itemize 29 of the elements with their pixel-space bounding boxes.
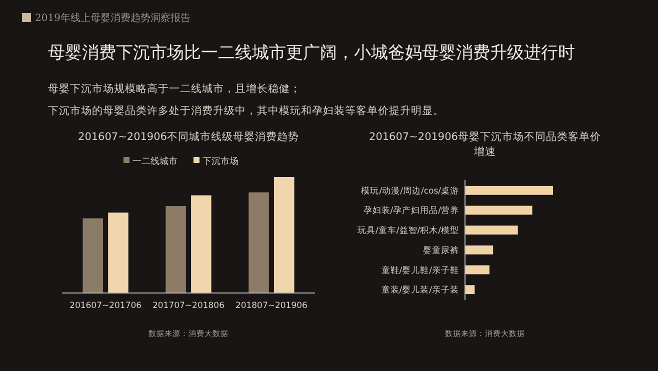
bar — [166, 206, 186, 293]
bar — [465, 245, 494, 254]
bar — [465, 206, 532, 215]
chart-title: 201607~201906母婴下沉市场不同品类客单价增速 — [369, 130, 601, 158]
bar — [248, 192, 269, 293]
bar — [465, 186, 553, 195]
chart-title: 201607~201906不同城市线级母婴消费趋势 — [78, 130, 299, 143]
text: 母婴消费下沉市场比一二线城市更广阔，小城爸妈母婴消费升级进行时 — [48, 43, 575, 63]
x-tick-label: 201607~201706 — [70, 301, 142, 311]
y-tick-label: 婴童尿裤 — [423, 244, 459, 256]
bar — [191, 195, 212, 293]
bar — [82, 218, 104, 293]
bar — [465, 265, 490, 274]
text: 下沉市场的母婴品类许多处于消费升级中，其中模玩和孕妇装等客单价提升明显。 — [48, 104, 444, 117]
legend-label: 下沉市场 — [202, 156, 238, 167]
text: 母婴下沉市场规模略高于一二线城市，且增长稳健； — [48, 82, 301, 95]
bar — [465, 226, 518, 235]
legend-label: 一二线城市 — [132, 156, 178, 167]
x-tick-label: 201807~201906 — [235, 301, 308, 311]
y-tick-label: 模玩/动漫/周边/cos/桌游 — [361, 185, 459, 196]
text: 2019年线上母婴消费趋势洞察报告 — [35, 12, 190, 24]
x-tick-label: 201707~201806 — [152, 301, 225, 311]
bar — [465, 285, 475, 294]
y-tick-label: 童鞋/婴儿鞋/亲子鞋 — [381, 264, 459, 276]
bar — [108, 212, 128, 293]
y-tick-label: 孕妇装/孕产妇用品/营养 — [363, 205, 459, 216]
bar — [274, 177, 294, 293]
y-tick-label: 童装/婴儿装/亲子装 — [381, 284, 459, 296]
y-tick-label: 玩具/童车/益智/积木/模型 — [358, 225, 459, 236]
